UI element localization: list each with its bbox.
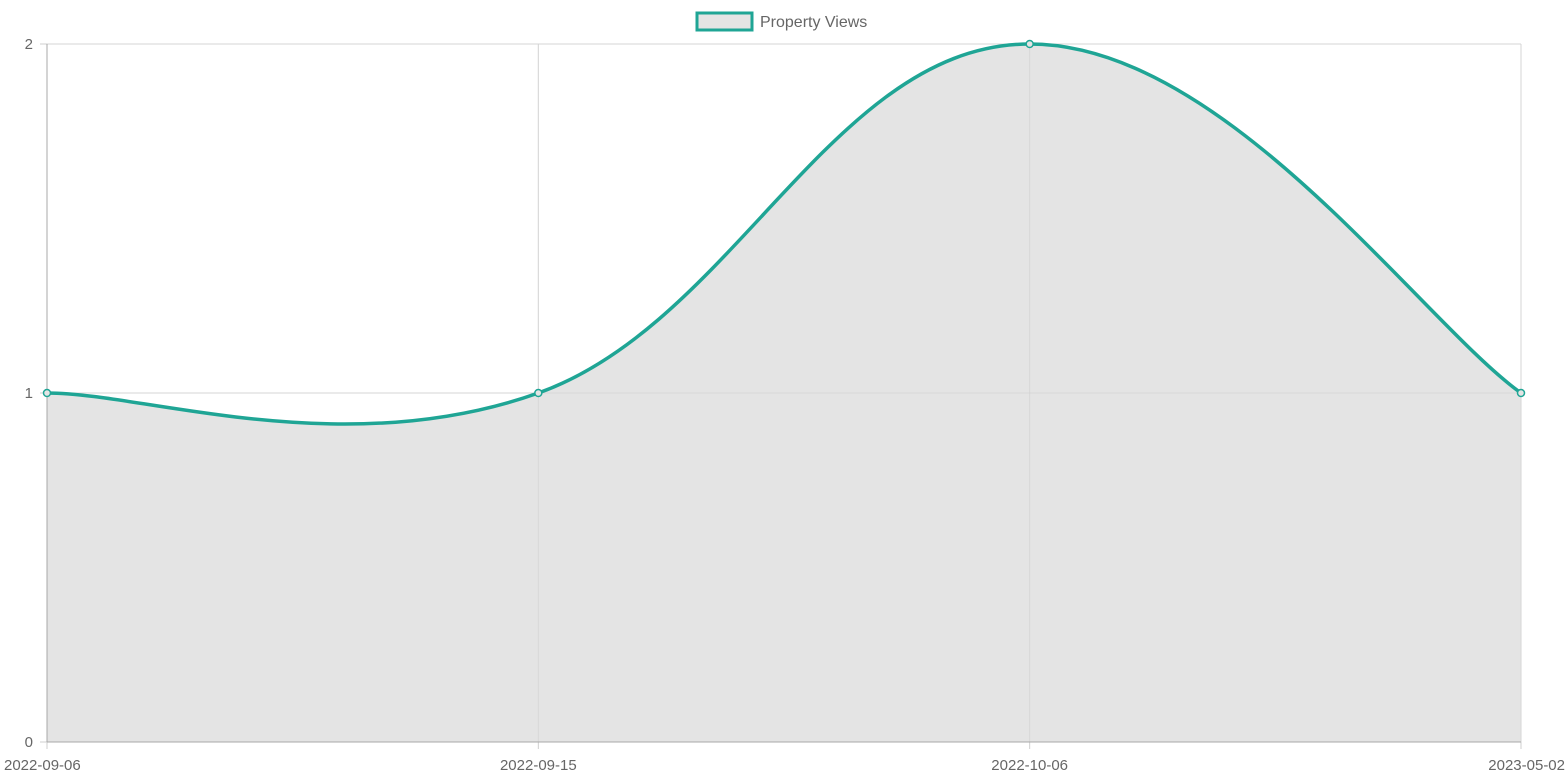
legend-swatch[interactable] bbox=[695, 11, 754, 32]
x-tick-label-0: 2022-09-06 bbox=[4, 757, 81, 774]
data-point-0 bbox=[42, 388, 52, 398]
x-tick-label-2: 2022-10-06 bbox=[991, 757, 1068, 774]
y-tick-label-2: 2 bbox=[25, 36, 33, 53]
y-tick-label-1: 1 bbox=[25, 385, 33, 402]
series-line-property-views bbox=[46, 42, 1523, 426]
series-layer bbox=[42, 39, 1526, 426]
data-point-1 bbox=[534, 388, 543, 398]
legend[interactable]: Property Views bbox=[695, 11, 867, 32]
area-fill-layer bbox=[46, 43, 1522, 743]
data-point-3 bbox=[1516, 388, 1526, 398]
tick-labels: 0 1 2 2022-09-06 2022-09-15 2022-10-06 2023-05… bbox=[4, 36, 1565, 774]
y-tick-label-0: 0 bbox=[25, 734, 33, 751]
x-tick-label-1: 2022-09-15 bbox=[500, 757, 577, 774]
legend-label-property-views[interactable]: Property Views bbox=[760, 14, 867, 31]
data-point-2 bbox=[1025, 39, 1034, 49]
x-tick-label-3: 2023-05-02 bbox=[1488, 757, 1565, 774]
